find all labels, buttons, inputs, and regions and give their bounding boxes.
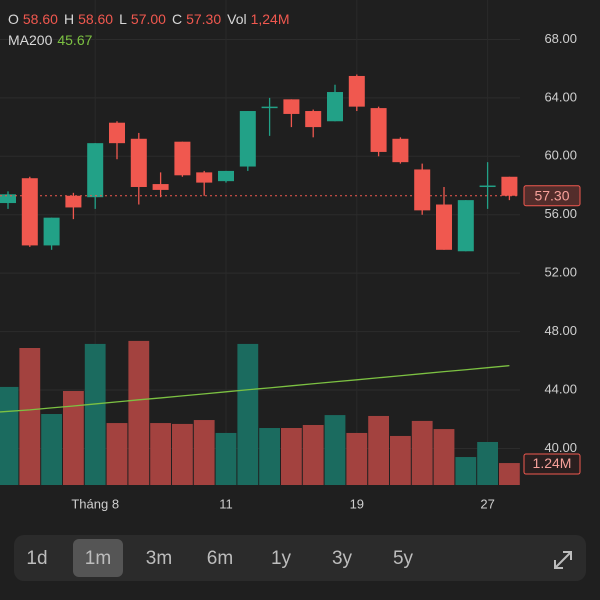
candle-body (130, 138, 147, 187)
volume-bar (19, 347, 41, 485)
last-price-label: 57.30 (534, 187, 569, 203)
timeframe-button[interactable]: 1y (271, 548, 292, 569)
y-tick-label: 64.00 (544, 89, 577, 104)
candle-body (370, 108, 387, 152)
volume-bar (390, 435, 411, 485)
ohlc-field-value: 57.30 (186, 11, 221, 27)
volume-bar (346, 432, 368, 485)
volume-bar (0, 386, 19, 485)
volume-bar (302, 424, 324, 485)
y-tick-label: 68.00 (544, 31, 577, 46)
ohlc-field-value: 58.60 (78, 11, 113, 27)
x-tick-label: 11 (219, 496, 233, 511)
candle-body (218, 170, 234, 182)
candle-body (283, 99, 300, 114)
volume-layer (0, 340, 520, 485)
y-tick-label: 48.00 (544, 323, 577, 338)
candle-body (348, 75, 365, 107)
volume-bar (477, 441, 498, 485)
candle-layer (0, 74, 518, 252)
candle-body (305, 111, 322, 128)
volume-bar (499, 463, 520, 485)
ma-label: MA200 (8, 32, 53, 48)
ma-value: 45.67 (57, 32, 92, 48)
timeframe-selected-bg[interactable] (73, 539, 123, 577)
ohlc-field-label: H (64, 11, 74, 27)
y-tick-label: 40.00 (544, 440, 577, 455)
volume-bar (215, 432, 237, 485)
volume-bar (63, 391, 84, 485)
candle-body (414, 169, 431, 211)
timeframe-button[interactable]: 6m (207, 548, 233, 569)
candle-body (239, 111, 256, 167)
volume-bar (193, 420, 215, 485)
last-volume-label: 1.24M (533, 455, 572, 471)
candle-body (152, 184, 169, 190)
volume-bar (41, 414, 62, 485)
candle-body (392, 138, 409, 163)
x-tick-label: 19 (350, 496, 364, 511)
last-price-box (523, 185, 581, 207)
volume-bar (172, 423, 193, 485)
timeframe-button[interactable]: 1m (85, 548, 111, 569)
candle-body (0, 194, 16, 204)
y-tick-label: 52.00 (544, 265, 577, 280)
x-tick-label: 27 (480, 496, 494, 511)
y-tick-label: 44.00 (544, 381, 577, 396)
timeframe-button[interactable]: 5y (393, 548, 414, 569)
last-volume-box (523, 453, 581, 475)
ohlc-field-label: O (8, 11, 19, 27)
ohlc-header: O 58.60 H 58.60 L 57.00 C 57.30 Vol 1,24M (8, 11, 290, 27)
candle-body (109, 122, 125, 144)
candle-body (65, 195, 82, 208)
candle-body (479, 185, 496, 188)
candle-body (196, 172, 213, 183)
volume-bar (237, 343, 259, 485)
ma-header: MA200 45.67 (8, 32, 93, 48)
candle-body (327, 92, 343, 122)
ohlc-field-value: 1,24M (251, 11, 290, 27)
expand-icon[interactable] (554, 551, 572, 569)
candle-body (174, 141, 191, 176)
volume-bar (84, 343, 106, 485)
ohlc-field-label: L (119, 11, 127, 27)
candle-body (87, 143, 104, 198)
toolbar (14, 535, 586, 581)
volume-bar (128, 340, 150, 485)
volume-bar (106, 423, 128, 485)
ohlc-field-label: Vol (227, 11, 246, 27)
candle-body (21, 178, 38, 246)
volume-bar (411, 420, 433, 485)
ohlc-field-label: C (172, 11, 182, 27)
volume-bar (368, 415, 389, 485)
timeframe-button[interactable]: 3m (146, 548, 172, 569)
overlay-layer: 68.00 64.00 60.00 56.00 52.00 48.00 44.00 40.00… (0, 31, 581, 511)
candle-body (261, 106, 278, 109)
ma200-line (0, 365, 510, 413)
volume-bar (455, 457, 477, 485)
volume-bar (281, 428, 302, 485)
y-tick-label: 56.00 (544, 206, 577, 221)
expand-icon-path[interactable] (554, 551, 572, 569)
candle-body (43, 217, 60, 246)
ohlc-field-value: 58.60 (23, 11, 58, 27)
volume-bar (433, 429, 455, 485)
x-tick-label: Tháng 8 (71, 496, 119, 511)
timeframe-button[interactable]: 1d (26, 548, 47, 569)
timeframe-buttons: 1d 1m 3m 6m 1y 3y 5y (26, 539, 414, 577)
y-tick-label: 60.00 (544, 148, 577, 163)
volume-bar (324, 415, 346, 485)
volume-bar (150, 423, 171, 485)
candle-body (501, 176, 518, 196)
volume-bar (259, 428, 280, 485)
timeframe-button[interactable]: 3y (332, 548, 353, 569)
candle-body (436, 204, 452, 250)
ohlc-field-value: 57.00 (131, 11, 166, 27)
candle-body (457, 200, 474, 252)
